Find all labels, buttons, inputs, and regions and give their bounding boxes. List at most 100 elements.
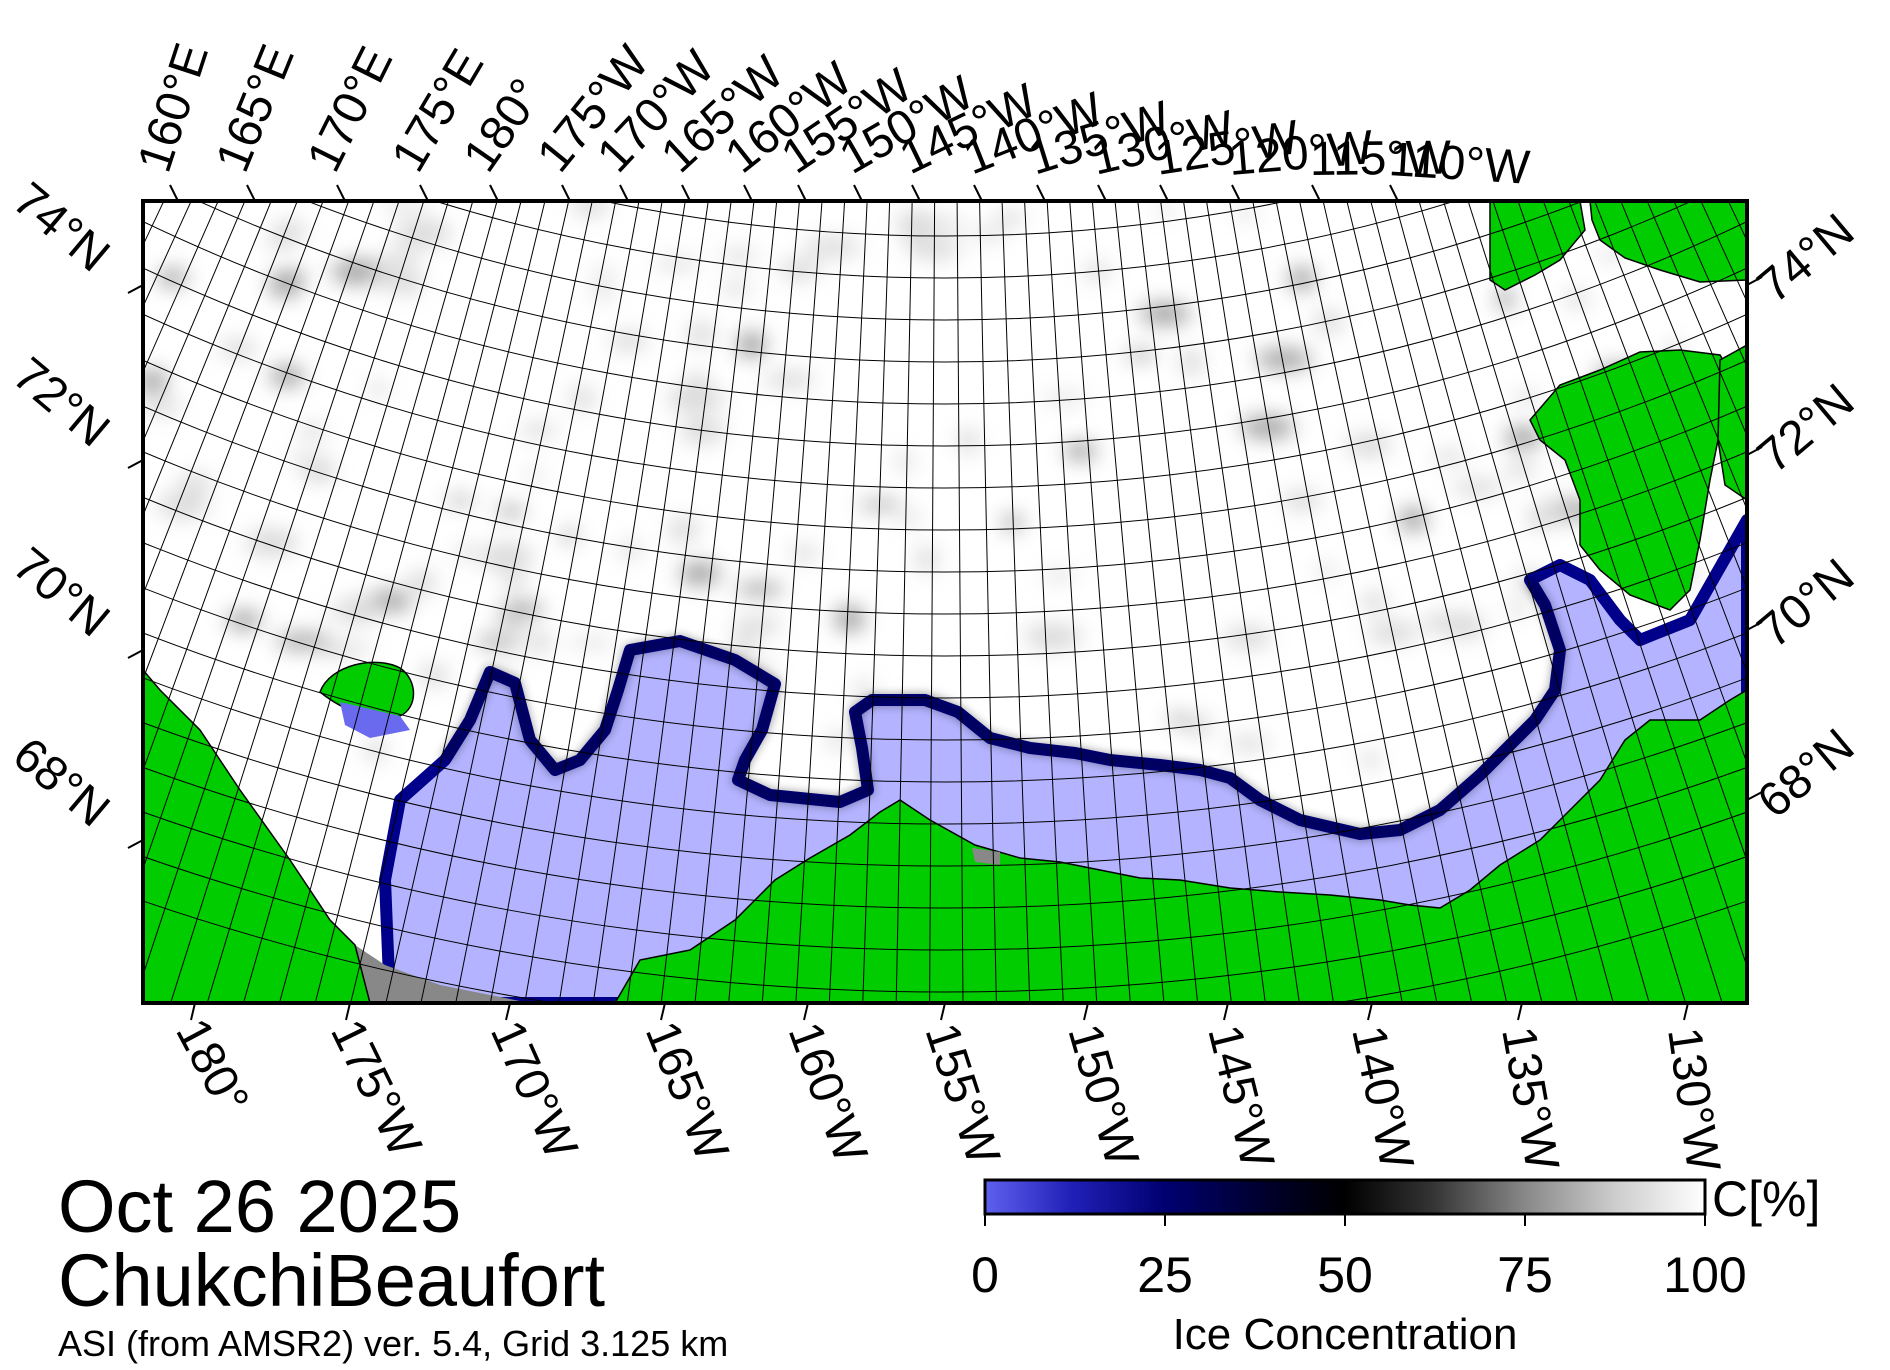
graticule-line bbox=[1205, 201, 1335, 1003]
ice-edge-shadow bbox=[440, 577, 1566, 840]
graticule-line bbox=[979, 201, 997, 1003]
graticule-line bbox=[1746, 791, 1763, 801]
ice-speckle bbox=[994, 210, 1025, 227]
graticule-line bbox=[1594, 201, 1747, 590]
bottom-longitude-label: 140°W bbox=[1341, 1021, 1423, 1174]
graticule-line bbox=[1492, 201, 1747, 969]
ice-speckle bbox=[445, 496, 476, 505]
graticule-line bbox=[127, 284, 144, 294]
ice-speckle bbox=[834, 605, 866, 633]
bottom-longitude-label: 135°W bbox=[1491, 1023, 1568, 1175]
graticule-line bbox=[1367, 1002, 1373, 1021]
graticule-line bbox=[1442, 201, 1687, 1003]
ice-speckle bbox=[1224, 626, 1273, 649]
ice-speckle bbox=[731, 616, 782, 635]
ice-speckle bbox=[667, 517, 699, 543]
graticule bbox=[143, 201, 1747, 1003]
graticule-line bbox=[1024, 201, 1064, 1003]
top-longitude-label: 165°E bbox=[206, 38, 305, 180]
graticule-line bbox=[795, 201, 846, 1003]
graticule-line bbox=[1182, 201, 1300, 1003]
bottom-longitude-label: 165°W bbox=[635, 1014, 739, 1169]
ice-speckle bbox=[419, 664, 449, 687]
graticule-line bbox=[524, 201, 663, 1003]
ice-texture bbox=[143, 201, 1713, 769]
graticule-line bbox=[1137, 201, 1232, 1003]
graticule-line bbox=[1568, 201, 1747, 674]
graticule-line bbox=[420, 201, 593, 1003]
graticule-line bbox=[973, 184, 983, 202]
ice-speckle bbox=[299, 423, 326, 440]
ice-speckle bbox=[275, 633, 332, 650]
ice-speckle bbox=[803, 237, 862, 257]
ice-speckle bbox=[525, 632, 554, 653]
colorbar-label: Ice Concentration bbox=[1172, 1310, 1518, 1359]
graticule-line bbox=[803, 1002, 809, 1021]
graticule-line bbox=[143, 201, 298, 596]
ice-speckle bbox=[568, 637, 614, 648]
ice-speckle bbox=[736, 331, 767, 359]
ice-speckle bbox=[957, 428, 980, 455]
ice-speckle bbox=[569, 386, 596, 410]
ice-speckle bbox=[1169, 713, 1190, 726]
ice-speckle bbox=[383, 201, 427, 211]
ice-speckle bbox=[1155, 203, 1173, 216]
ice-speckle bbox=[1360, 591, 1389, 612]
graticule-line bbox=[828, 201, 868, 1003]
graticule-line bbox=[1311, 184, 1321, 202]
graticule-line bbox=[1370, 201, 1579, 1003]
graticule-line bbox=[1746, 446, 1763, 456]
graticule-line bbox=[694, 201, 778, 1003]
graticule-line bbox=[143, 201, 400, 977]
colorbar-tick-75: 75 bbox=[1497, 1247, 1553, 1303]
ice-speckle bbox=[1255, 348, 1313, 370]
ice-speckle bbox=[1421, 613, 1468, 634]
ice-speckle bbox=[143, 398, 182, 415]
ice-speckle bbox=[157, 268, 188, 287]
graticule-line bbox=[1036, 184, 1046, 202]
graticule-line bbox=[1160, 201, 1266, 1003]
ice-speckle bbox=[219, 339, 257, 359]
graticule-line bbox=[169, 184, 179, 202]
graticule-line bbox=[505, 1002, 511, 1021]
graticule-line bbox=[681, 184, 691, 202]
graticule-line bbox=[190, 1002, 196, 1021]
graticule-line bbox=[1097, 184, 1107, 202]
graticule-line bbox=[1223, 1002, 1229, 1021]
ice-speckle bbox=[156, 493, 209, 519]
ice-speckle bbox=[1359, 751, 1382, 769]
graticule-line bbox=[143, 201, 375, 871]
colorbar-tick-100: 100 bbox=[1663, 1247, 1747, 1303]
ice-speckle bbox=[826, 732, 851, 749]
graticule-line bbox=[1069, 201, 1131, 1003]
graticule-line bbox=[1418, 201, 1650, 1003]
right-latitude-label: 70°N bbox=[1748, 549, 1864, 659]
graticule-line bbox=[1683, 1002, 1689, 1021]
graticule-line bbox=[206, 201, 449, 1003]
ice-speckle bbox=[1240, 415, 1295, 439]
ice-speckle bbox=[735, 582, 785, 596]
colorbar-tick-0: 0 bbox=[971, 1247, 999, 1303]
ice-speckle bbox=[1452, 479, 1504, 497]
ice-speckle bbox=[177, 473, 213, 493]
ice-speckle bbox=[379, 250, 422, 266]
graticule-line bbox=[561, 184, 571, 202]
ice-speckle bbox=[1227, 736, 1271, 751]
land-banks-island bbox=[1529, 349, 1736, 611]
ice-speckle bbox=[763, 371, 816, 389]
graticule-line bbox=[1620, 201, 1747, 511]
ice-speckle bbox=[899, 512, 921, 526]
ice-speckle bbox=[1513, 391, 1541, 405]
graticule-line bbox=[895, 201, 913, 1003]
graticule-line bbox=[797, 184, 807, 202]
ice-speckle bbox=[896, 210, 938, 233]
ice-speckle bbox=[665, 387, 725, 412]
graticule-line bbox=[1091, 201, 1165, 1003]
bottom-longitude-label: 170°W bbox=[480, 1013, 588, 1167]
ice-speckle bbox=[1001, 514, 1024, 531]
graticule-line bbox=[626, 201, 732, 1003]
bottom-longitude-label: 175°W bbox=[320, 1012, 431, 1166]
graticule-line bbox=[1467, 201, 1723, 1003]
ice-speckle bbox=[1040, 570, 1078, 581]
graticule-line bbox=[1083, 1002, 1089, 1021]
